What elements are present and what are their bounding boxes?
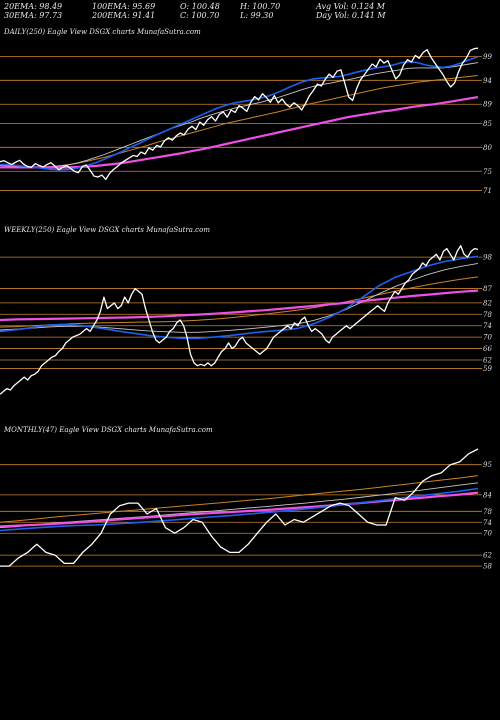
weekly-y-tick-label: 74	[483, 322, 492, 330]
monthly-y-tick-label: 78	[483, 508, 492, 516]
weekly-panel-title: WEEKLY(250) Eagle View DSGX charts Munaf…	[4, 226, 210, 234]
open-label: O: 100.48	[180, 2, 220, 11]
monthly-panel: 95 84 78 74 70 62 58	[0, 448, 492, 571]
weekly-y-tick-label: 87	[483, 285, 492, 293]
daily-ema-long-line	[0, 96, 479, 169]
low-label: L: 99.30	[240, 11, 274, 20]
avg-vol-label: Avg Vol: 0.124 M	[316, 2, 385, 11]
monthly-panel-title: MONTHLY(47) Eagle View DSGX charts Munaf…	[4, 426, 213, 434]
daily-y-tick-label: 94	[483, 77, 492, 85]
close-label: C: 100.70	[180, 11, 220, 20]
monthly-price-line	[0, 448, 479, 567]
daily-y-tick-label: 75	[483, 168, 492, 176]
monthly-y-tick-label: 84	[483, 491, 492, 499]
daily-ema-fast-line	[0, 56, 479, 171]
daily-y-tick-label: 89	[483, 101, 492, 109]
weekly-ema-long-line	[0, 289, 479, 322]
monthly-ema-mid-line	[0, 482, 479, 529]
ema30-label: 30EMA: 97.73	[4, 11, 63, 20]
ema200-label: 200EMA: 91.41	[92, 11, 156, 20]
indicator-row-2: 30EMA: 97.73 200EMA: 91.41 C: 100.70 L: …	[4, 11, 496, 20]
weekly-ema-slow-line	[0, 276, 479, 328]
monthly-y-tick-label: 74	[483, 519, 492, 527]
daily-y-tick-label: 85	[483, 120, 492, 128]
ema20-label: 20EMA: 98.49	[4, 2, 63, 11]
weekly-y-tick-label: 66	[483, 345, 492, 353]
daily-y-tick-label: 99	[483, 53, 492, 61]
indicator-header: 20EMA: 98.49 100EMA: 95.69 O: 100.48 H: …	[4, 2, 496, 20]
monthly-ema-slow-line	[0, 475, 479, 523]
weekly-price-line	[0, 245, 479, 395]
monthly-y-tick-label: 95	[483, 461, 492, 469]
weekly-ema-fast-line	[0, 255, 479, 340]
weekly-y-tick-label: 70	[483, 334, 492, 342]
weekly-ema-mid-line	[0, 262, 479, 333]
daily-ema-mid-line	[0, 62, 479, 168]
daily-y-tick-label: 80	[483, 144, 492, 152]
monthly-y-tick-label: 58	[483, 563, 492, 571]
day-vol-label: Day Vol: 0.141 M	[316, 11, 386, 20]
monthly-y-tick-label: 62	[483, 552, 492, 560]
ema100-label: 100EMA: 95.69	[92, 2, 156, 11]
indicator-row-1: 20EMA: 98.49 100EMA: 95.69 O: 100.48 H: …	[4, 2, 496, 11]
weekly-y-tick-label: 98	[483, 254, 492, 262]
weekly-y-tick-label: 59	[483, 365, 492, 373]
weekly-y-tick-label: 82	[483, 299, 492, 307]
daily-panel: 99 94 89 85 80 75 71	[0, 47, 492, 195]
daily-ema-slow-line	[0, 75, 479, 168]
daily-panel-title: DAILY(250) Eagle View DSGX charts Munafa…	[4, 28, 201, 36]
weekly-y-tick-label: 78	[483, 311, 492, 319]
weekly-y-tick-label: 62	[483, 357, 492, 365]
monthly-ema-long-line	[0, 491, 479, 528]
daily-price-line	[0, 47, 479, 181]
daily-y-tick-label: 71	[483, 187, 492, 195]
high-label: H: 100.70	[240, 2, 281, 11]
monthly-y-tick-label: 70	[483, 530, 492, 538]
